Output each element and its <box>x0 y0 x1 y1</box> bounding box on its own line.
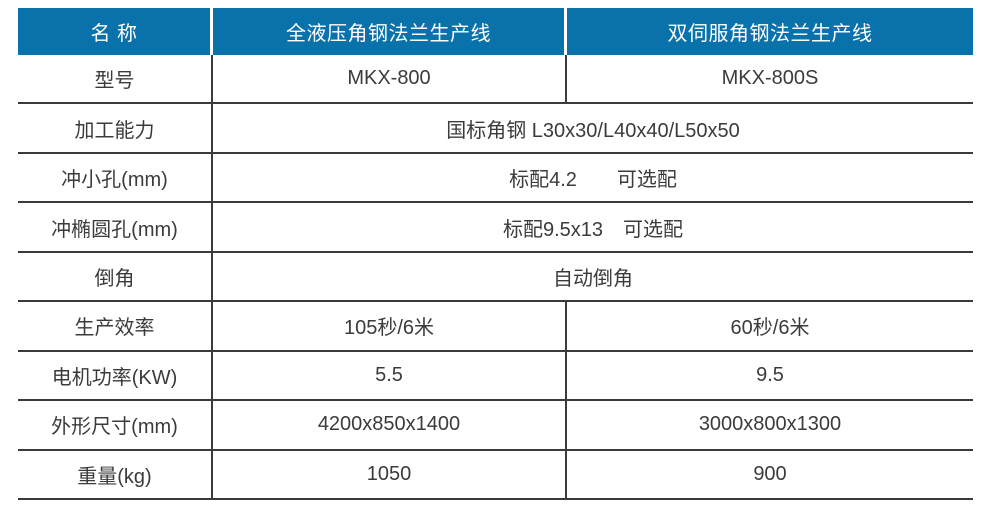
row-label: 型号 <box>18 55 213 103</box>
spec-value-cell: 国标角钢 L30x30/L40x40/L50x50 <box>446 119 740 142</box>
spec-value-cell: 4200x850x1400 <box>213 401 567 449</box>
spec-value-cell: 900 <box>753 462 787 485</box>
table-row-small-hole: 冲小孔(mm) 标配4.2 可选配 <box>18 153 973 204</box>
table-row-capacity: 加工能力 国标角钢 L30x30/L40x40/L50x50 <box>18 104 973 154</box>
spec-value-cell: 105秒/6米 <box>213 302 567 350</box>
table-row-dimensions: 外形尺寸(mm) 4200x850x1400 3000x800x1300 <box>18 401 973 451</box>
spec-value-cell: MKX-800 <box>213 55 567 103</box>
spec-value-cell: 3000x800x1300 <box>698 413 842 436</box>
spec-value-cell: 标配4.2 可选配 <box>509 169 677 192</box>
spec-value-cell: 5.5 <box>213 351 567 400</box>
row-label: 冲椭圆孔(mm) <box>18 203 213 251</box>
table-row-weight: 重量(kg) 1050 900 <box>18 450 973 500</box>
table-row-efficiency: 生产效率 105秒/6米 60秒/6米 <box>18 302 973 352</box>
row-label: 外形尺寸(mm) <box>18 401 213 449</box>
table-row-chamfer: 倒角 自动倒角 <box>18 252 973 303</box>
table-row-oval-hole: 冲椭圆孔(mm) 标配9.5x13 可选配 <box>18 203 973 253</box>
spec-value-cell: 标配9.5x13 可选配 <box>502 218 684 241</box>
header-product-2-cell: 双伺服角钢法兰生产线 <box>567 8 973 55</box>
table-row-motor-power: 电机功率(KW) 5.5 9.5 <box>18 351 973 402</box>
spec-value-cell: 1050 <box>213 450 567 498</box>
row-label: 冲小孔(mm) <box>18 153 213 202</box>
spec-value-cell: 60秒/6米 <box>730 317 810 340</box>
row-label: 重量(kg) <box>18 450 213 498</box>
row-label: 加工能力 <box>18 104 213 152</box>
spec-table: 名 称 全液压角钢法兰生产线 双伺服角钢法兰生产线 型号 MKX-800 MKX… <box>18 8 973 500</box>
row-label: 生产效率 <box>18 302 213 350</box>
spec-value-cell: 自动倒角 <box>553 267 633 290</box>
row-label: 电机功率(KW) <box>18 351 213 400</box>
table-row-model: 型号 MKX-800 MKX-800S <box>18 55 973 105</box>
row-label: 倒角 <box>18 252 213 301</box>
spec-value-cell: MKX-800S <box>721 67 819 90</box>
table-header-row: 名 称 全液压角钢法兰生产线 双伺服角钢法兰生产线 <box>18 8 973 55</box>
header-name-cell: 名 称 <box>18 8 213 55</box>
spec-value-cell: 9.5 <box>756 363 784 386</box>
header-product-1-cell: 全液压角钢法兰生产线 <box>213 8 567 55</box>
